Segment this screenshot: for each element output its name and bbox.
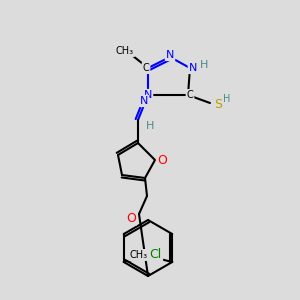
- Text: H: H: [200, 60, 208, 70]
- Text: C: C: [142, 63, 149, 73]
- Text: H: H: [223, 94, 231, 104]
- Text: N: N: [144, 90, 152, 100]
- Text: C: C: [187, 90, 194, 100]
- Text: Cl: Cl: [150, 248, 162, 262]
- Text: N: N: [140, 96, 148, 106]
- Text: O: O: [157, 154, 167, 166]
- Text: CH₃: CH₃: [129, 250, 147, 260]
- Text: S: S: [214, 98, 222, 112]
- Text: H: H: [146, 121, 154, 131]
- Text: CH₃: CH₃: [116, 46, 134, 56]
- Text: N: N: [166, 50, 174, 60]
- Text: O: O: [126, 212, 136, 224]
- Text: N: N: [189, 63, 197, 73]
